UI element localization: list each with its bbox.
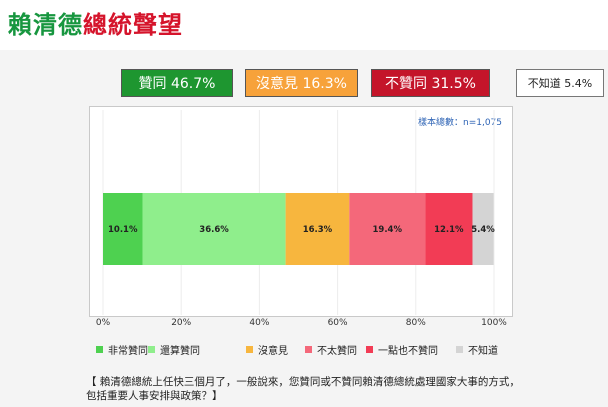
bar-segment-label: 5.4% bbox=[471, 225, 495, 235]
x-tick-label: 20% bbox=[171, 318, 191, 328]
title-part2: 總統聲望 bbox=[83, 11, 183, 39]
x-tick-label: 80% bbox=[406, 318, 426, 328]
legend-label: 一點也不贊同 bbox=[378, 345, 438, 357]
bar-segment bbox=[285, 193, 350, 265]
legend-swatch bbox=[305, 345, 312, 353]
bar-segment bbox=[103, 193, 143, 265]
legend-label: 不知道 bbox=[468, 345, 498, 357]
x-tick-label: 60% bbox=[328, 318, 348, 328]
legend-item: 一點也不贊同 bbox=[366, 342, 438, 357]
page-title: 賴清德總統聲望 bbox=[8, 5, 183, 40]
summary-neutral-box: 沒意見 16.3% bbox=[245, 69, 358, 97]
legend-swatch bbox=[96, 345, 103, 353]
legend-swatch bbox=[246, 345, 253, 353]
legend-label: 沒意見 bbox=[258, 345, 288, 357]
legend-label: 還算贊同 bbox=[160, 345, 200, 357]
legend-swatch bbox=[456, 345, 463, 353]
legend-item: 非常贊同 bbox=[96, 342, 148, 357]
bar-segment bbox=[349, 193, 426, 265]
x-tick-label: 100% bbox=[481, 318, 507, 328]
x-tick-label: 40% bbox=[249, 318, 269, 328]
legend-swatch bbox=[366, 345, 373, 353]
bar-segment bbox=[425, 193, 473, 265]
legend-label: 不太贊同 bbox=[317, 345, 357, 357]
summary-approve-box: 贊同 46.7% bbox=[121, 69, 233, 97]
legend-item: 沒意見 bbox=[246, 342, 288, 357]
bar-segment bbox=[472, 193, 494, 265]
summary-disapprove-box: 不贊同 31.5% bbox=[371, 69, 490, 97]
bar-segment bbox=[142, 193, 286, 265]
bar-segment-label: 19.4% bbox=[373, 225, 403, 235]
bar-segment-label: 10.1% bbox=[108, 225, 138, 235]
legend-item: 還算贊同 bbox=[148, 342, 200, 357]
bar-segment-label: 12.1% bbox=[434, 225, 464, 235]
title-part1: 賴清德 bbox=[8, 11, 83, 39]
survey-question: 【 賴清德總統上任快三個月了，一般說來，您贊同或不贊同賴清德總統處理國家大事的方… bbox=[86, 376, 520, 402]
legend-item: 不知道 bbox=[456, 342, 498, 357]
x-tick-label: 0% bbox=[96, 318, 111, 328]
sample-size-label: 樣本總數：n=1,075 bbox=[417, 118, 502, 128]
legend-label: 非常贊同 bbox=[108, 345, 148, 357]
bar-segment-label: 16.3% bbox=[303, 225, 333, 235]
bar-segment-label: 36.6% bbox=[199, 225, 229, 235]
legend-swatch bbox=[148, 345, 155, 353]
legend-item: 不太贊同 bbox=[305, 342, 357, 357]
summary-unknown-box: 不知道 5.4% bbox=[516, 69, 604, 97]
